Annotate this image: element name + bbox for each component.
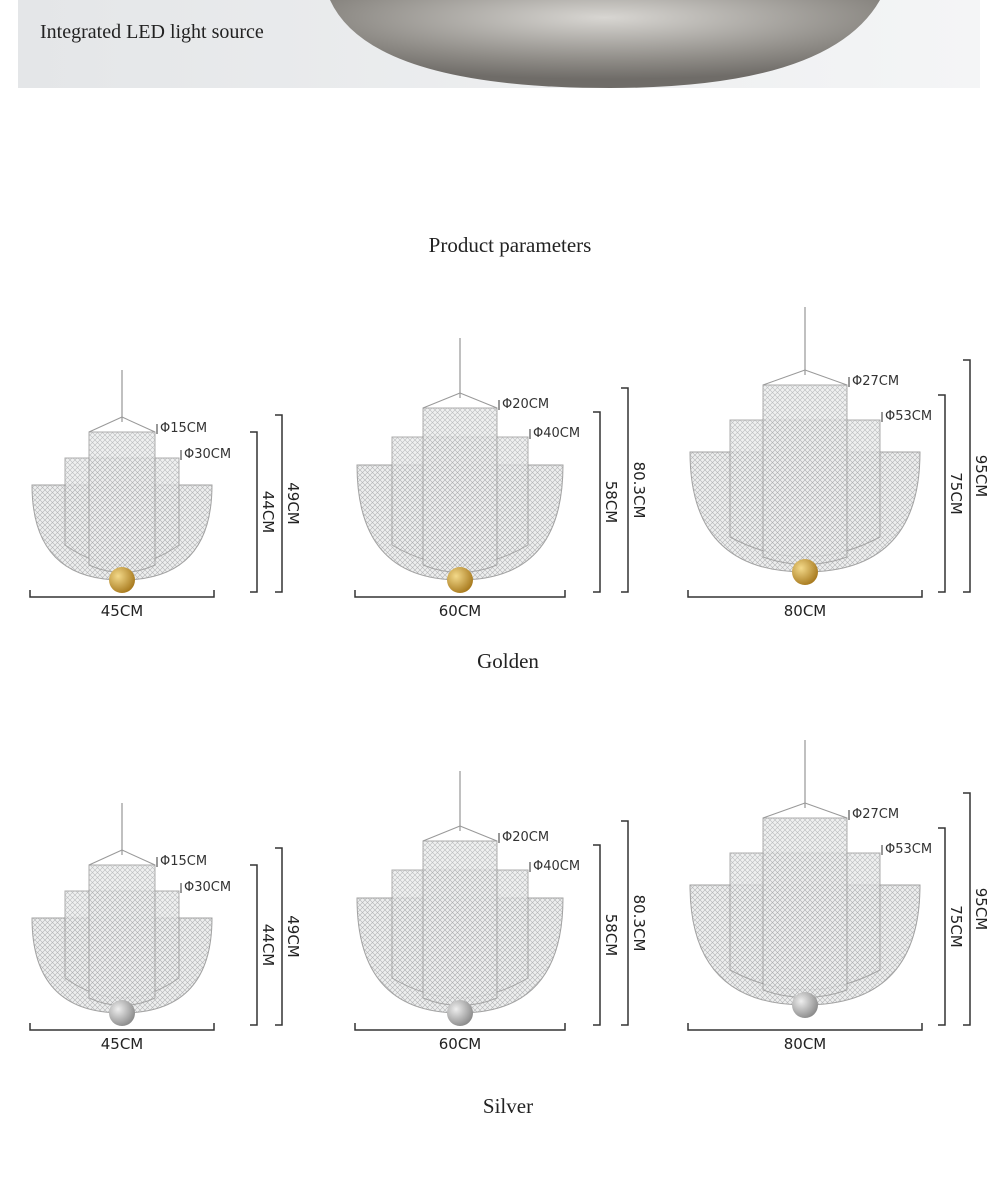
width-line [354,590,566,598]
total-height-line [621,820,629,1026]
total-height-line [621,387,629,593]
total-height-label: 80.3CM [630,462,648,519]
wires [422,392,498,409]
total-height-line [963,792,971,1026]
width-line [354,1023,566,1031]
total-height-label: 80.3CM [630,895,648,952]
top-diameter-label: Φ27CM [852,807,899,822]
lamp-groups: 45CM Φ15CM Φ30CM 44CM 49CM 60CM Φ20CM Φ40CM 58CM… [29,307,990,1118]
total-height-line [275,414,283,593]
top-diameter-label: Φ15CM [160,854,207,869]
banner-caption: Integrated LED light source [40,21,264,43]
total-height-label: 95CM [972,888,990,931]
top-diameter-label: Φ15CM [160,421,207,436]
top-shade [88,431,156,573]
mid-diameter-label: Φ30CM [184,880,231,895]
inner-height-label: 75CM [947,905,965,948]
total-height-label: 49CM [284,482,302,525]
inner-height-label: 44CM [259,924,277,967]
bulb [109,567,135,593]
lamp: 45CM Φ15CM Φ30CM 44CM 49CM [29,370,302,620]
bulb [447,1000,473,1026]
banner: Integrated LED light source [18,0,980,88]
mid-diameter-label: Φ40CM [533,859,580,874]
width-line [687,590,923,598]
top-shade [762,384,848,565]
bulb [109,1000,135,1026]
mid-diameter-label: Φ53CM [885,409,932,424]
inner-height-line [938,827,946,1026]
inner-height-line [593,411,601,593]
top-shade [88,864,156,1006]
inner-height-label: 75CM [947,472,965,515]
inner-height-line [938,394,946,593]
top-diameter-label: Φ20CM [502,397,549,412]
inner-height-label: 58CM [602,481,620,524]
lamp: 60CM Φ20CM Φ40CM 58CM 80.3CM [354,771,648,1053]
color-label: Golden [477,649,539,673]
total-height-label: 95CM [972,455,990,498]
wires [762,369,848,386]
mid-diameter-label: Φ30CM [184,447,231,462]
top-diameter-label: Φ27CM [852,374,899,389]
width-line [29,590,215,598]
lamp-group: 45CM Φ15CM Φ30CM 44CM 49CM 60CM Φ20CM Φ40CM 58CM… [29,740,990,1118]
wires [422,825,498,842]
top-shade [422,407,498,573]
lamp: 45CM Φ15CM Φ30CM 44CM 49CM [29,803,302,1053]
bulb [447,567,473,593]
mid-diameter-label: Φ40CM [533,426,580,441]
mid-diameter-label: Φ53CM [885,842,932,857]
total-height-line [963,359,971,593]
section-title: Product parameters [429,233,592,257]
color-label: Silver [483,1094,533,1118]
wires [88,849,156,866]
width-line [687,1023,923,1031]
wires [88,416,156,433]
inner-height-line [250,431,258,593]
lamp: 60CM Φ20CM Φ40CM 58CM 80.3CM [354,338,648,620]
top-shade [422,840,498,1006]
inner-height-label: 58CM [602,914,620,957]
banner-sphere [330,0,880,88]
lamp: 80CM Φ27CM Φ53CM 75CM 95CM [687,307,990,620]
width-label: 60CM [439,1035,482,1053]
width-label: 60CM [439,602,482,620]
total-height-line [275,847,283,1026]
inner-height-line [593,844,601,1026]
top-shade [762,817,848,998]
width-line [29,1023,215,1031]
inner-height-line [250,864,258,1026]
bulb [792,559,818,585]
lamp: 80CM Φ27CM Φ53CM 75CM 95CM [687,740,990,1053]
top-diameter-label: Φ20CM [502,830,549,845]
width-label: 80CM [784,602,827,620]
width-label: 45CM [101,1035,144,1053]
wires [762,802,848,819]
lamp-group: 45CM Φ15CM Φ30CM 44CM 49CM 60CM Φ20CM Φ40CM 58CM… [29,307,990,673]
bulb [792,992,818,1018]
inner-height-label: 44CM [259,491,277,534]
width-label: 80CM [784,1035,827,1053]
total-height-label: 49CM [284,915,302,958]
width-label: 45CM [101,602,144,620]
